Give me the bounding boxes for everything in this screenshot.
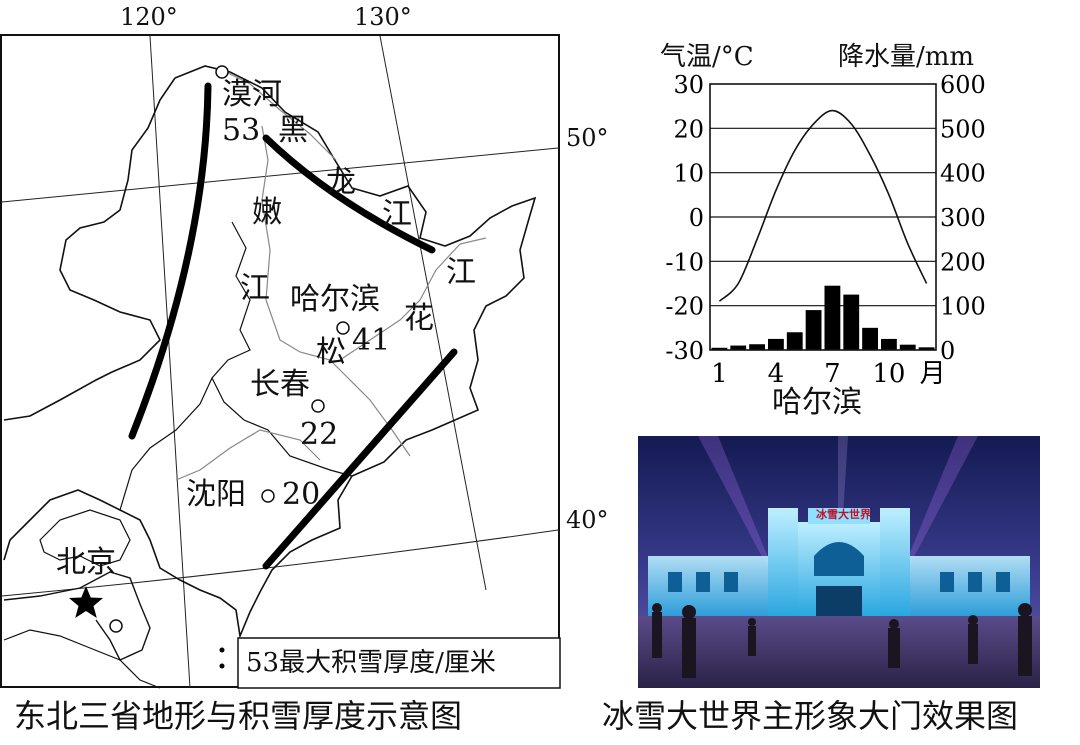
- right-tick-label: 600: [940, 71, 986, 99]
- right-tick-label: 500: [940, 115, 986, 143]
- precip-bar: [843, 294, 860, 350]
- photo-caption: 冰雪大世界主形象大门效果图: [602, 697, 1019, 735]
- legend-dot: [219, 663, 225, 669]
- meridian-130: [379, 35, 487, 591]
- changchun-label: 长春: [250, 367, 310, 402]
- nenjiang-char-1: 嫩: [252, 195, 282, 230]
- right-tick-label: 100: [940, 293, 986, 321]
- songhua-river: [339, 237, 487, 361]
- changchun-dot: [311, 399, 325, 413]
- region-boundary: [3, 65, 537, 639]
- right-tick-label: 200: [940, 248, 986, 276]
- right-tick-label: 300: [940, 204, 986, 232]
- ice-gate-illustration: [638, 436, 1040, 688]
- lat-40-label: 40°: [566, 506, 609, 534]
- south-area: [3, 629, 161, 689]
- x-tick-label: 1: [711, 359, 728, 389]
- ice-gate-sign: 冰雪大世界: [816, 508, 871, 521]
- x-tick-label: 4: [768, 359, 785, 389]
- lon-130-label: 130°: [354, 3, 412, 31]
- chart-title: 哈尔滨: [772, 385, 862, 420]
- left-tick-label: -30: [665, 337, 704, 365]
- precip-bar: [711, 347, 728, 350]
- inner-boundary-2: [119, 377, 213, 511]
- parallel-50: [1, 147, 559, 203]
- snow-belt-south: [262, 348, 458, 570]
- beijing-area: [39, 509, 131, 567]
- shenyang-label: 沈阳: [186, 477, 246, 512]
- precip-bar: [862, 327, 878, 350]
- heilongjiang-char-1: 黑: [278, 113, 308, 148]
- legend-text: 53最大积雪厚度/厘米: [246, 648, 496, 678]
- left-tick-label: 30: [673, 71, 704, 99]
- ice-gate-photo: 冰雪大世界: [638, 436, 1040, 688]
- map-caption: 东北三省地形与积雪厚度示意图: [14, 697, 463, 735]
- x-unit-label: 月: [920, 359, 946, 389]
- x-tick-label: 10: [872, 359, 905, 389]
- mohe-dot: [215, 65, 229, 79]
- west-boundary: [3, 77, 176, 421]
- x-axis-ticks: 1 4 7 10 月: [711, 359, 945, 389]
- songhuajiang-char-2: 花: [404, 301, 434, 336]
- precip-bar: [899, 344, 916, 350]
- left-axis-label: 气温/°C: [660, 42, 754, 72]
- left-tick-label: 0: [689, 204, 704, 232]
- lat-50-label: 50°: [566, 124, 609, 152]
- tianjin-dot: [109, 619, 123, 633]
- map-svg: [1, 35, 561, 689]
- x-tick-label: 7: [824, 359, 841, 389]
- left-tick-label: -20: [665, 293, 704, 321]
- left-axis-ticks: 30 20 10 0 -10 -20 -30: [665, 71, 704, 365]
- precip-bar: [749, 344, 765, 350]
- songhuajiang-char-1: 松: [316, 335, 346, 370]
- right-tick-label: 0: [940, 337, 955, 365]
- precip-bar: [881, 338, 897, 350]
- right-tick-label: 400: [940, 160, 986, 188]
- plot-frame: [709, 83, 937, 351]
- precip-bar: [786, 332, 803, 350]
- beijing-star-icon: [69, 586, 103, 618]
- heilong-river: [221, 69, 337, 161]
- precip-bar: [918, 347, 935, 350]
- shenyang-value: 20: [282, 477, 321, 512]
- legend-dot-2: [219, 647, 225, 653]
- nenjiang-river: [261, 125, 411, 457]
- heilongjiang-char-3: 江: [382, 197, 412, 232]
- snow-belt-west: [128, 82, 212, 440]
- mohe-value: 53: [222, 113, 261, 148]
- beijing-label: 北京: [56, 545, 116, 580]
- legend-box: [237, 637, 561, 689]
- left-tick-label: 20: [673, 115, 704, 143]
- precip-bar: [824, 285, 841, 350]
- inner-boundary-1: [211, 221, 353, 477]
- changchun-value: 22: [300, 417, 339, 452]
- precip-bar: [805, 310, 822, 350]
- temp-line: [718, 109, 928, 302]
- harbin-value: 41: [352, 323, 391, 358]
- heilongjiang-char-2: 龙: [326, 165, 356, 200]
- mohe-label: 漠河: [222, 77, 282, 112]
- shenyang-dot: [261, 489, 275, 503]
- harbin-label: 哈尔滨: [290, 282, 380, 317]
- left-tick-label: -10: [665, 248, 704, 276]
- precip-bar: [768, 338, 784, 350]
- snow-belt-north: [262, 134, 436, 254]
- chart-grid: [710, 127, 936, 307]
- left-tick-label: 10: [673, 160, 704, 188]
- precip-bars: [711, 285, 935, 350]
- lon-120-label: 120°: [120, 3, 178, 31]
- right-axis-ticks: 600 500 400 300 200 100 0: [940, 71, 986, 365]
- liao-river: [175, 429, 321, 481]
- nenjiang-char-2: 江: [240, 271, 270, 306]
- right-axis-label: 降水量/mm: [838, 42, 975, 72]
- harbin-dot: [336, 321, 350, 335]
- precip-bar: [730, 345, 747, 350]
- meridian-120: [149, 35, 191, 689]
- songhuajiang-char-3: 江: [446, 255, 476, 290]
- coastline-bohai: [3, 571, 151, 661]
